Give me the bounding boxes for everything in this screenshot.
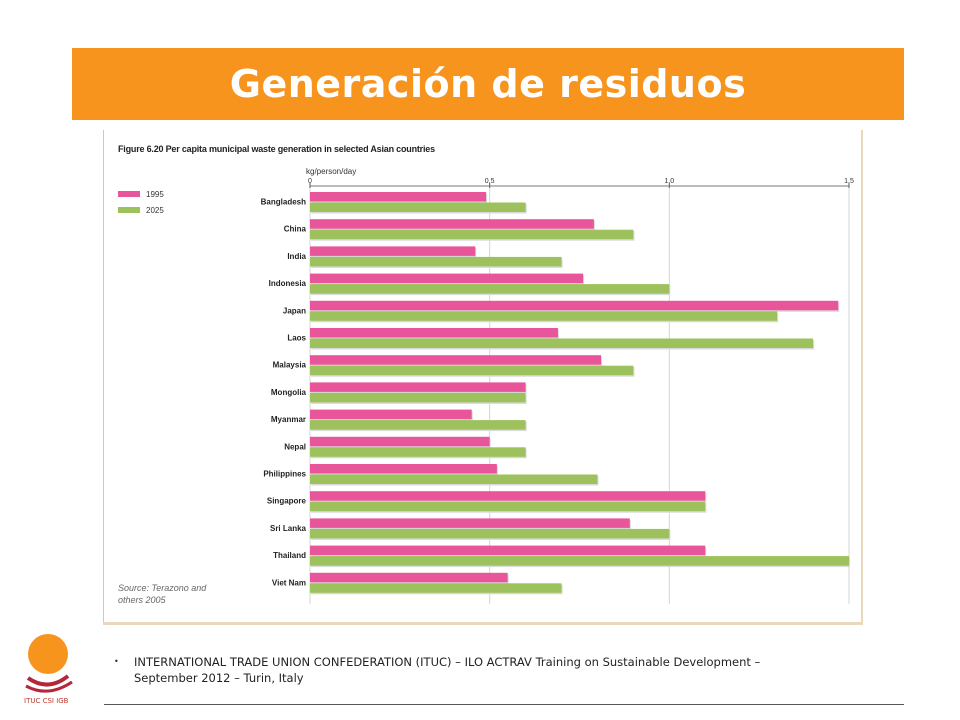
bar-1995-japan — [310, 300, 839, 311]
bar-2025-malaysia — [310, 365, 634, 376]
bar-2025-china — [310, 229, 634, 240]
bar-1995-malaysia — [310, 355, 602, 365]
category-label: Thailand — [273, 551, 306, 560]
bar-1995-laos — [310, 328, 558, 338]
bar-2025-laos — [310, 338, 814, 348]
bar-2025-myanmar — [310, 420, 526, 430]
bar-1995-indonesia — [310, 273, 584, 284]
bar-1995-thailand — [310, 545, 706, 556]
slide-title: Generación de residuos — [229, 62, 747, 106]
legend-label-2025: 2025 — [146, 205, 164, 215]
category-label: Indonesia — [269, 279, 307, 288]
bar-1995-nepal — [310, 436, 490, 447]
bar-chart: kg/person/day 0 0.5 1.0 1.5 Bangladesh China In… — [261, 167, 854, 604]
category-label: Singapore — [267, 497, 307, 506]
category-label: Nepal — [284, 442, 306, 451]
logo-caption: ITUC CSI IGB — [24, 697, 69, 705]
bar-2025-philippines — [310, 474, 598, 484]
legend-label-1995: 1995 — [146, 189, 164, 199]
bullet-marker: • — [114, 657, 119, 666]
legend-swatch-2025 — [118, 207, 140, 213]
x-tick-label: 1.5 — [844, 178, 854, 185]
x-tick-label: 1.0 — [664, 178, 674, 185]
bar-1995-viet-nam — [310, 572, 508, 583]
bar-2025-india — [310, 256, 562, 267]
figure-panel: Figure 6.20 Per capita municipal waste g… — [103, 130, 863, 623]
category-label: Myanmar — [271, 415, 306, 424]
category-label: Sri Lanka — [270, 524, 307, 533]
footer-bullet: • INTERNATIONAL TRADE UNION CONFEDERATIO… — [114, 654, 794, 686]
legend-item-2025: 2025 — [118, 202, 164, 218]
bar-2025-sri-lanka — [310, 528, 670, 539]
bar-1995-mongolia — [310, 382, 526, 392]
bar-2025-nepal — [310, 447, 526, 457]
category-label: Laos — [287, 334, 306, 343]
bar-2025-mongolia — [310, 392, 526, 403]
legend-swatch-1995 — [118, 191, 140, 197]
bar-1995-sri-lanka — [310, 518, 630, 528]
footer-divider — [104, 704, 904, 705]
x-axis-label: kg/person/day — [306, 167, 356, 176]
chart-legend: 1995 2025 — [118, 186, 164, 218]
category-label: Bangladesh — [261, 198, 306, 207]
bar-1995-singapore — [310, 491, 706, 501]
bar-2025-singapore — [310, 501, 706, 512]
bar-1995-philippines — [310, 464, 497, 474]
bar-1995-china — [310, 219, 594, 229]
source-note: Source: Terazono and others 2005 — [118, 583, 207, 605]
bar-2025-thailand — [310, 556, 849, 566]
legend-item-1995: 1995 — [118, 186, 164, 202]
category-label: Malaysia — [273, 361, 307, 370]
figure-title: Figure 6.20 Per capita municipal waste g… — [118, 144, 435, 154]
bar-2025-viet-nam — [310, 583, 562, 593]
bar-2025-indonesia — [310, 284, 670, 294]
category-label: Japan — [283, 306, 306, 315]
category-label: Mongolia — [271, 388, 307, 397]
x-tick-label: 0 — [308, 178, 312, 185]
bar-1995-bangladesh — [310, 192, 487, 202]
bar-1995-myanmar — [310, 409, 472, 420]
category-label: India — [287, 252, 306, 261]
category-label: China — [284, 225, 307, 234]
bar-1995-india — [310, 246, 476, 256]
ituc-logo — [25, 634, 73, 693]
category-label: Viet Nam — [272, 578, 306, 587]
bar-2025-bangladesh — [310, 202, 526, 212]
footer-bullet-text: INTERNATIONAL TRADE UNION CONFEDERATION … — [134, 655, 761, 685]
figure-shadow-right — [861, 130, 863, 625]
figure-shadow-bottom — [103, 622, 863, 625]
category-label: Philippines — [263, 470, 306, 479]
x-tick-label: 0.5 — [485, 178, 495, 185]
title-bar: Generación de residuos — [72, 48, 904, 120]
bar-2025-japan — [310, 311, 778, 321]
